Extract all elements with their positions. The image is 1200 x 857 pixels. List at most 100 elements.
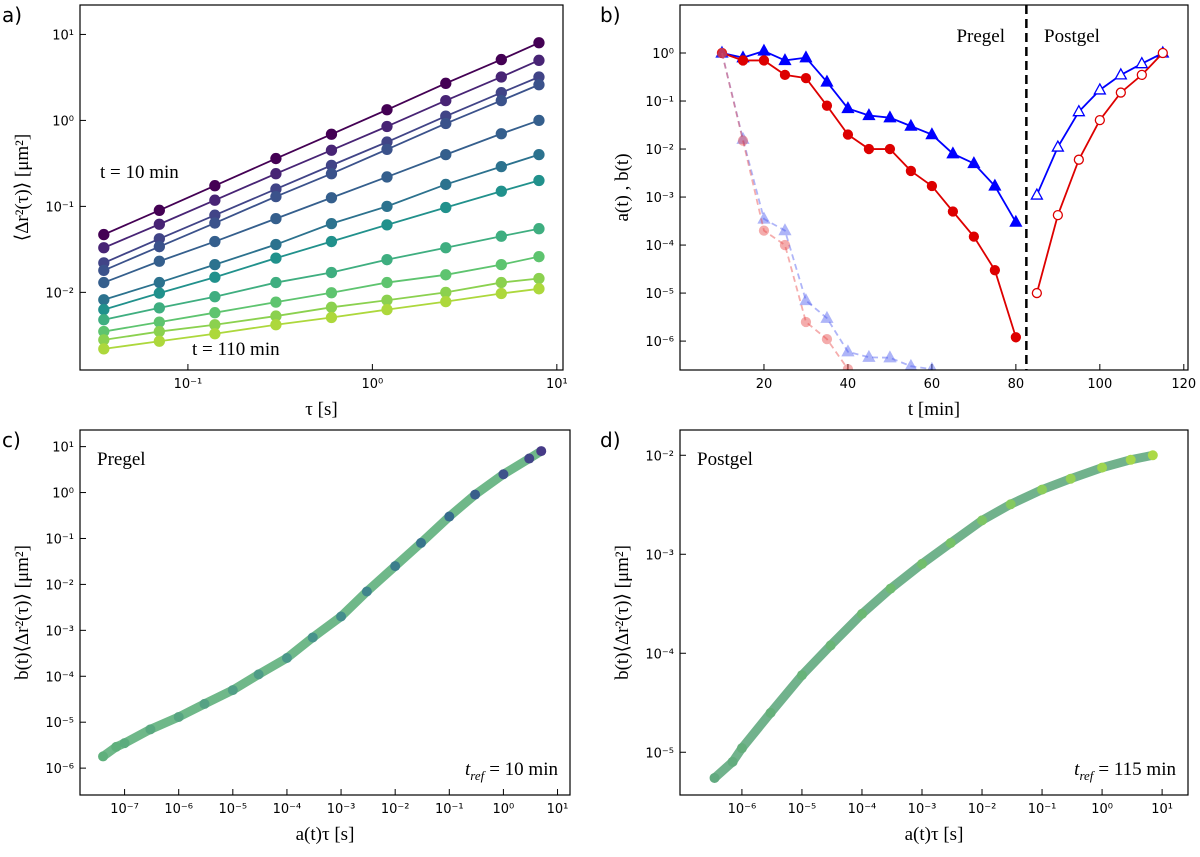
x-tick-label: 10⁻⁴ [848,802,877,817]
marker [800,72,812,84]
point [736,743,747,754]
marker [325,192,338,204]
marker [1094,114,1105,126]
marker [533,148,545,161]
panel-label: c) [2,428,21,452]
marker [533,272,545,285]
curve [710,450,1158,783]
marker [1073,154,1084,165]
marker [779,69,791,81]
x-tick-label: 100 [1087,377,1112,392]
marker [381,219,393,231]
marker [381,104,393,116]
plot-area [709,450,1158,783]
x-axis-label: a(t)τ [s] [905,824,964,845]
marker [381,254,393,266]
point [361,586,372,597]
marker [381,276,393,289]
y-tick-label: 10⁰ [52,487,74,502]
x-tick-label: 10⁻⁵ [788,802,817,817]
tref-text: = 115 min [1098,759,1176,780]
series-line [103,255,540,333]
marker [98,294,110,306]
y-tick-label: 10⁻⁴ [45,670,74,685]
y-tick-label: 10⁻⁵ [645,287,674,302]
plot-area [715,5,1170,370]
marker [863,143,875,155]
point [307,632,318,643]
marker [98,228,110,241]
marker [904,118,918,131]
y-axis-label: b(t)⟨Δr²(τ)⟩ [μm²] [12,545,33,680]
axes-frame [679,4,1189,371]
marker [842,129,854,140]
y-tick-label: 10⁻⁵ [645,746,674,761]
series-line [721,52,933,370]
plot-area [98,37,545,355]
y-tick-label: 10⁻⁶ [645,335,674,350]
marker [925,127,939,140]
point [470,489,481,500]
marker [98,303,110,316]
x-tick-label: 10⁰ [361,377,383,392]
y-axis-label: ⟨Δr²(τ)⟩ [μm²] [12,134,33,241]
marker [716,47,728,59]
marker [1051,139,1065,152]
marker [440,242,452,254]
marker [270,238,282,251]
marker [381,303,393,316]
axes-frame [79,429,571,796]
marker [1010,332,1022,343]
marker [209,217,221,229]
point [1147,450,1158,461]
marker [533,223,545,235]
y-tick-label: 10⁻³ [45,624,74,639]
point [145,724,156,735]
series-line [103,179,540,311]
marker [325,287,338,299]
point [524,453,535,464]
marker [270,168,282,180]
marker [800,316,812,328]
marker [440,77,452,89]
marker [209,194,221,206]
marker [440,201,452,214]
x-axis-label: t [min] [908,399,960,420]
marker [495,71,507,83]
point [765,707,776,718]
tref-symbol: t [465,759,471,780]
marker [905,165,917,177]
x-axis-label: τ [s] [305,399,337,420]
point [111,741,122,752]
y-tick-label: 10⁻³ [645,548,674,563]
marker [778,53,792,66]
point [825,640,836,651]
annotation: t = 110 min [192,339,280,360]
point [336,611,347,622]
y-tick-label: 10⁻² [45,286,74,301]
marker [153,302,165,314]
marker [153,335,165,347]
series-line [103,41,540,236]
marker [1052,209,1064,221]
regime-label: Pregel [97,449,146,470]
marker [926,180,938,192]
series-line [103,277,540,341]
marker [1030,187,1044,200]
point [945,537,956,548]
marker [153,255,165,267]
series-line [721,50,1017,223]
point [1097,462,1108,473]
marker [533,114,545,127]
x-tick-label: 10⁻² [381,802,410,817]
marker [209,259,221,271]
marker [821,333,833,345]
point [536,446,547,457]
marker [495,185,507,197]
y-tick-label: 10⁻⁴ [645,647,674,662]
plot-area [98,446,547,762]
marker [381,200,393,213]
marker [325,301,338,313]
marker [884,143,896,155]
point [119,738,130,749]
